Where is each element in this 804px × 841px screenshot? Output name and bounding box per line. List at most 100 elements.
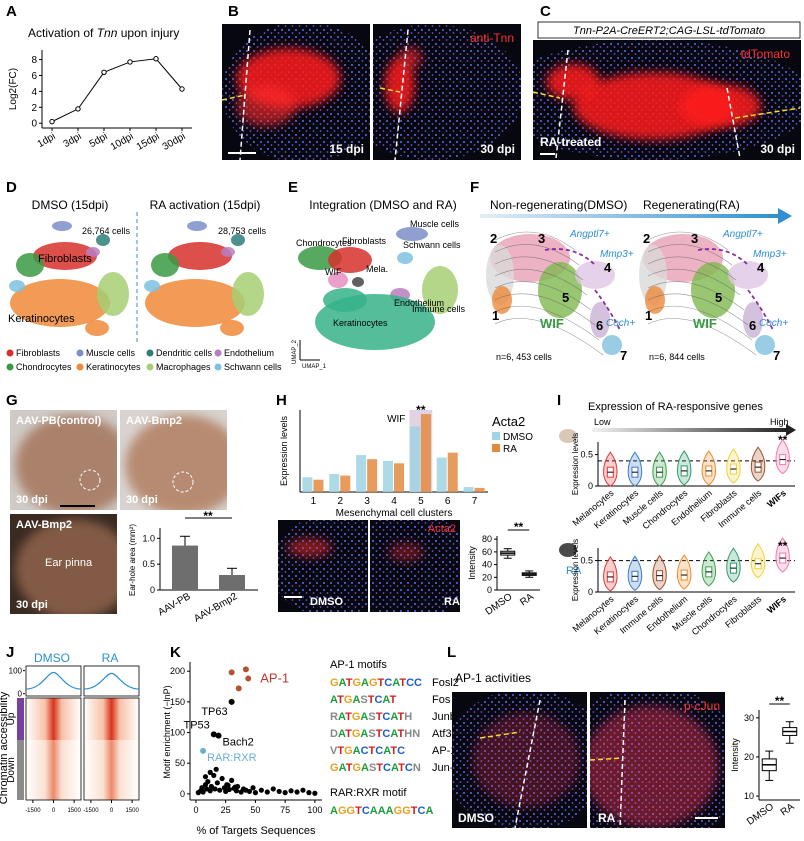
legend-swatch (214, 363, 222, 371)
motif-base: T (376, 711, 383, 723)
motif-base: A (339, 677, 347, 689)
profile-curve (25, 671, 82, 690)
motif-base: G (344, 745, 353, 757)
x-tick-label: 1500 (67, 808, 81, 814)
motif-base: C (374, 694, 382, 706)
x-axis-label: % of Targets Sequences (196, 825, 316, 837)
streamline (647, 256, 737, 281)
motif-base: T (368, 694, 375, 706)
panel-letter: L (447, 644, 456, 661)
motif-base: T (337, 694, 344, 706)
cluster-label: Fibroblasts (342, 236, 387, 246)
motif-base: S (368, 728, 375, 740)
x-tick-label: AAV-Bmp2 (192, 591, 240, 625)
y-axis-label: Intensity (730, 738, 740, 772)
umap-cluster (220, 320, 244, 336)
signal (680, 84, 761, 128)
motif-base: R (330, 711, 338, 723)
x-tick-label: WIFs (765, 594, 788, 615)
legend-label: DMSO (503, 432, 533, 443)
micrograph (533, 40, 801, 160)
cell-count: n=6, 844 cells (649, 352, 705, 362)
point (127, 59, 133, 65)
umap-cluster (422, 266, 458, 314)
point (250, 785, 256, 791)
marker-label: WIF (693, 316, 717, 331)
x-tick-label: 10dpi (109, 131, 136, 153)
motif-logo: DATGASTCATHN (330, 728, 420, 740)
y-tick-label: 4 (31, 87, 37, 98)
legend-label: Endothelium (224, 348, 274, 358)
marker-label: Angptl7+ (722, 229, 763, 240)
panel-letter: D (6, 179, 17, 196)
point (252, 790, 259, 796)
point (245, 675, 252, 682)
x-tick-label: 75 (280, 805, 290, 815)
motif-logo: AGGTCAAAGGTCA (330, 805, 433, 817)
progression-arrowhead (778, 208, 792, 224)
streamline (647, 231, 729, 251)
motif-base: A (391, 762, 399, 774)
point (270, 786, 276, 792)
motif-base: T (398, 728, 405, 740)
cell-count: n=6, 453 cells (496, 352, 552, 362)
progression-bar (480, 214, 780, 218)
point (224, 782, 230, 788)
panel-letter: H (276, 392, 287, 409)
streamline (647, 281, 745, 311)
motif-base: C (362, 805, 370, 817)
y-axis-label: Expression levels (571, 539, 580, 601)
motif-base: A (361, 762, 369, 774)
image-title: AAV-Bmp2 (126, 415, 182, 427)
panel-letter: A (6, 3, 17, 20)
point (212, 786, 218, 792)
y-tick-label: 0 (588, 587, 593, 597)
y-tick-label: 10 (744, 791, 754, 801)
x-tick-label: 5dpi (88, 131, 110, 150)
cluster-label: Endothelium (394, 298, 444, 308)
motif-base: A (392, 677, 400, 689)
motif-base: T (398, 762, 405, 774)
point-label: TP63 (201, 706, 227, 718)
umap-cluster (85, 320, 109, 336)
point (294, 789, 300, 795)
umap-cluster (168, 242, 232, 270)
state-number: 5 (715, 290, 722, 305)
signal (398, 47, 422, 69)
streamline (494, 305, 600, 341)
legend-swatch (76, 349, 84, 357)
state-number: 7 (773, 348, 780, 363)
motif-base: T (337, 745, 344, 757)
point (207, 769, 213, 776)
y-tick-label: 100 (9, 667, 23, 676)
tissue (370, 520, 460, 612)
marker-label: Mmp3+ (753, 249, 787, 260)
scale-arrowhead (786, 424, 796, 436)
condition-label: RA (102, 651, 119, 665)
chart-title: Acta2 (492, 414, 525, 429)
panel-letter: J (6, 644, 14, 661)
umap-cluster (328, 272, 348, 288)
y-tick-label: 0 (150, 585, 155, 595)
group-label: Up (6, 712, 17, 725)
legend-swatch (6, 349, 14, 357)
y-tick-label: 8 (31, 55, 37, 66)
strip (313, 479, 324, 492)
streamline (647, 268, 741, 296)
umap-cluster (86, 247, 100, 257)
y-tick-label: 40 (482, 560, 492, 570)
micrograph (370, 520, 460, 612)
amputation-line (619, 699, 626, 829)
panel-letter: I (557, 392, 561, 409)
legend-label: Keratinocytes (86, 362, 141, 372)
time-label: 30 dpi (16, 494, 48, 506)
y-tick-label: 0.5 (580, 450, 593, 460)
amputation-line (239, 29, 251, 161)
legend-label: Chondrocytes (16, 362, 72, 372)
motif-base: A (386, 805, 394, 817)
significance: ** (778, 539, 788, 553)
motif-base: T (390, 745, 397, 757)
legend-label: RA (503, 444, 517, 455)
motif-base: A (370, 805, 378, 817)
x-tick-label: 1dpi (36, 131, 58, 150)
